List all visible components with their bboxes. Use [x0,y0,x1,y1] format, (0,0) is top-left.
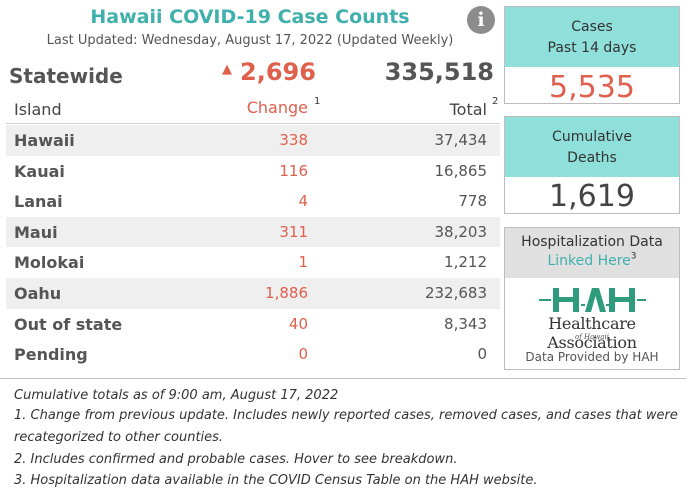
cases-card-sublabel: Past 14 days [547,40,637,56]
statewide-label: Statewide [9,64,123,88]
total-footnote-marker: 2 [492,96,499,107]
footnote-1: 1. Change from previous update. Includes… [14,408,678,423]
island-name: Molokai [14,253,85,273]
island-total: 38,203 [434,222,488,241]
hospitalization-card: Hospitalization Data Linked Here3 Health… [504,227,680,370]
deaths-card-header: Cumulative Deaths [505,117,679,177]
table-row[interactable]: Kauai 116 16,865 [6,156,500,187]
footnote-1-continued: recategorized to other counties. [14,430,224,445]
statewide-change[interactable]: 2,696 [240,58,316,86]
change-footnote-marker: 1 [314,96,321,107]
island-total: 0 [477,345,487,364]
hospitalization-link[interactable]: Linked Here [547,253,631,269]
island-name: Pending [14,345,88,365]
footnote-2: 2. Includes confirmed and probable cases… [14,452,458,467]
cases-card-header: Cases Past 14 days [505,7,679,67]
footer-divider [0,378,686,379]
island-total: 778 [458,192,487,211]
island-name: Lanai [14,192,63,212]
deaths-card-sublabel: Deaths [567,150,617,166]
island-change: 1 [298,253,308,272]
footnote-3: 3. Hospitalization data available in the… [14,473,538,488]
last-updated: Last Updated: Wednesday, August 17, 2022… [46,33,454,48]
table-row[interactable]: Oahu 1,886 232,683 [6,277,500,309]
island-total: 232,683 [424,283,487,302]
page-title: Hawaii COVID-19 Case Counts [90,6,410,28]
cases-card-label: Cases [571,19,613,35]
island-total: 37,434 [434,131,488,149]
column-header-change: Change [246,98,308,117]
island-change: 311 [279,222,308,241]
hah-logo-subtext: of Hawaii [575,333,609,341]
island-name: Hawaii [14,131,75,150]
footnote-cumulative: Cumulative totals as of 9:00 am, August … [14,388,339,403]
hah-logo-text: Healthcare Association [547,314,637,352]
cumulative-deaths-card[interactable]: Cumulative Deaths 1,619 [504,116,680,214]
island-change: 4 [298,192,308,211]
island-change: 0 [298,345,308,364]
table-row[interactable]: Pending 0 0 [6,339,500,370]
deaths-card-label: Cumulative [552,129,632,145]
header-divider [6,123,500,124]
island-table: Hawaii 338 37,434 Kauai 116 16,865 Lanai… [6,125,500,370]
cases-14-day-value: 5,535 [549,70,635,103]
table-row[interactable]: Lanai 4 778 [6,186,500,217]
statewide-total[interactable]: 335,518 [384,58,494,86]
table-row[interactable]: Molokai 1 1,212 [6,247,500,278]
hospitalization-header: Hospitalization Data Linked Here3 [505,228,679,278]
table-row[interactable]: Hawaii 338 37,434 [6,125,500,156]
data-provided-note: Data Provided by HAH [525,350,659,364]
island-name: Oahu [14,283,62,303]
island-total: 1,212 [444,253,487,272]
island-change: 338 [279,131,308,149]
island-total: 8,343 [444,314,487,333]
island-name: Maui [14,222,58,242]
island-name: Out of state [14,314,123,334]
hah-logo-icon[interactable] [537,284,647,314]
island-change: 40 [288,314,308,333]
island-change: 1,886 [265,283,308,302]
island-total: 16,865 [434,161,488,180]
hospitalization-title: Hospitalization Data [521,234,663,250]
cases-14-day-card[interactable]: Cases Past 14 days 5,535 [504,6,680,104]
island-change: 116 [279,161,308,180]
column-header-island: Island [14,100,62,119]
increase-arrow-icon: ▲ [222,62,232,77]
cumulative-deaths-value: 1,619 [549,179,635,214]
table-row[interactable]: Maui 311 38,203 [6,216,500,248]
hospitalization-footnote-marker: 3 [630,251,637,262]
table-row[interactable]: Out of state 40 8,343 [6,309,500,340]
column-header-total: Total [449,100,487,119]
info-icon[interactable]: i [467,6,495,34]
island-name: Kauai [14,161,65,181]
